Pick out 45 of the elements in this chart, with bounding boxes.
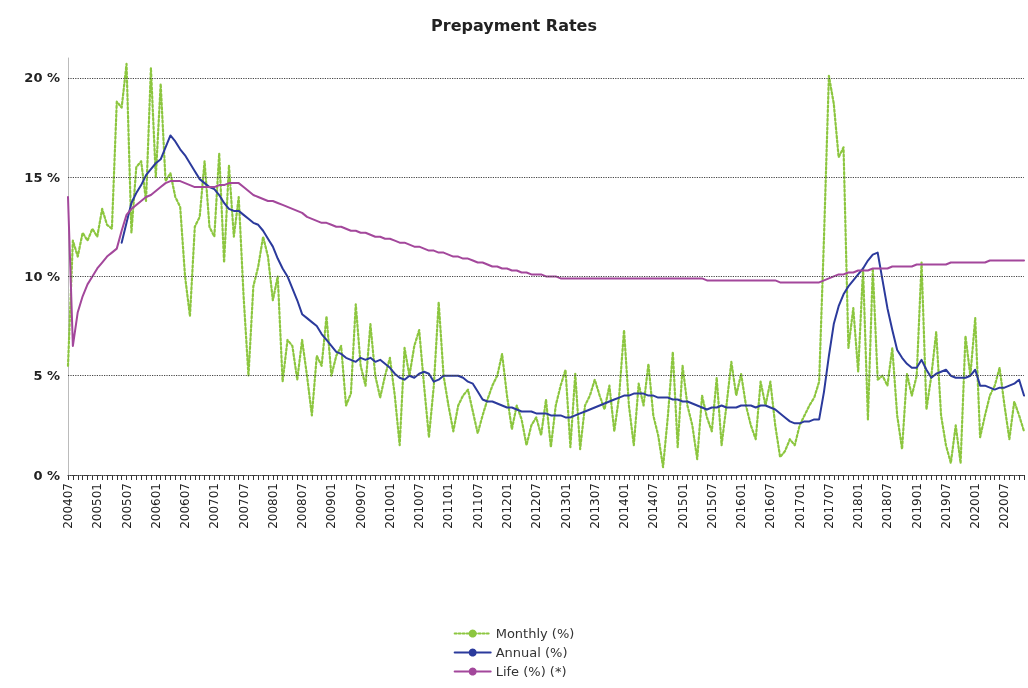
x-tick-label: 201707 [821, 483, 836, 529]
x-tick-label: 201201 [499, 483, 514, 529]
x-tick-label: 201301 [558, 483, 573, 529]
x-tick-label: 201907 [938, 483, 953, 529]
x-tick-label: 200501 [90, 483, 105, 529]
x-tick-label: 202007 [997, 483, 1012, 529]
y-tick-label: 10 % [24, 268, 60, 284]
x-tick-label: 201107 [470, 483, 485, 529]
x-tick-label: 200707 [236, 483, 251, 529]
x-tick-label: 201307 [587, 483, 602, 529]
x-tick-label: 201701 [792, 483, 807, 529]
x-tick-label: 201807 [880, 483, 895, 529]
x-tick-label: 200901 [324, 483, 339, 529]
x-tick-label: 201801 [851, 483, 866, 529]
legend-label: Annual (%) [495, 645, 568, 660]
x-tick-label: 202001 [968, 483, 983, 529]
x-tick-label: 200607 [178, 483, 193, 529]
line-series [66, 62, 1026, 469]
x-tick-label: 201501 [675, 483, 690, 529]
x-tick-label: 200801 [265, 483, 280, 529]
x-tick-label: 200807 [295, 483, 310, 529]
x-tick-label: 201601 [734, 483, 749, 529]
line-series [120, 134, 1025, 425]
x-tick-label: 200601 [148, 483, 163, 529]
x-tick-label: 201407 [646, 483, 661, 529]
x-tick-label: 201401 [617, 483, 632, 529]
y-tick-label: 20 % [24, 70, 60, 86]
x-tick-label: 201901 [909, 483, 924, 529]
x-tick-label: 201101 [441, 483, 456, 529]
x-tick-label: 200701 [207, 483, 222, 529]
line-series [67, 180, 1025, 347]
y-tick-label: 5 % [33, 368, 60, 384]
x-tick-label: 200907 [353, 483, 368, 529]
y-tick-label: 15 % [24, 169, 60, 185]
chart-title: Prepayment Rates [431, 15, 597, 35]
x-tick-label: 201007 [412, 483, 427, 529]
x-tick-label: 201207 [529, 483, 544, 529]
x-tick-label: 201001 [382, 483, 397, 529]
y-tick-label: 0 % [33, 467, 60, 483]
x-tick-label: 200407 [61, 483, 75, 529]
legend-label: Life (%) (*) [495, 664, 567, 679]
legend-label: Monthly (%) [495, 626, 575, 641]
x-tick-label: 200507 [119, 483, 134, 529]
x-tick-label: 201507 [704, 483, 719, 529]
x-tick-label: 201607 [763, 483, 778, 529]
